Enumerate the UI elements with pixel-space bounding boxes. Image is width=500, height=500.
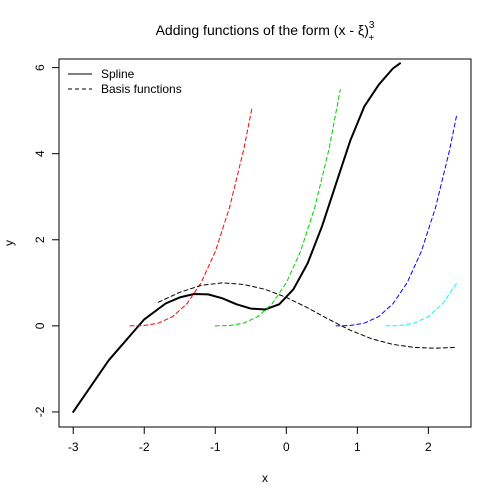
x-tick-label: 0: [283, 440, 290, 454]
y-tick-label: 0: [33, 322, 47, 329]
title-superscript: 3: [369, 20, 375, 31]
title-prefix: Adding functions of the form (x -: [156, 22, 358, 38]
x-axis: -3 -2 -1 0 1 2: [68, 427, 432, 454]
basis-function-line-2: [214, 89, 341, 327]
title-subscript: +: [368, 33, 374, 44]
x-tick-label: 1: [354, 440, 361, 454]
x-tick-label: 2: [425, 440, 432, 454]
title-close: ): [364, 22, 369, 38]
x-axis-label: x: [262, 471, 268, 485]
y-tick-label: 2: [33, 236, 47, 243]
chart-title: Adding functions of the form (x - ξ)3 +: [156, 20, 375, 44]
title-xi: ξ: [358, 22, 364, 38]
basis-function-line-1: [129, 106, 253, 327]
y-axis: -2 0 2 4 6: [33, 64, 59, 417]
x-tick-label: -1: [210, 440, 221, 454]
legend: Spline Basis functions: [68, 67, 182, 96]
basis-function-line-4: [385, 282, 458, 327]
basis-function-line-5: [157, 282, 458, 349]
legend-label-spline: Spline: [101, 67, 135, 81]
y-axis-label: y: [2, 240, 16, 246]
y-tick-label: 4: [33, 150, 47, 157]
basis-function-line-3: [335, 114, 458, 327]
spline-line: [72, 62, 401, 413]
x-tick-label: -2: [139, 440, 150, 454]
legend-label-basis: Basis functions: [101, 82, 182, 96]
plot-frame: [58, 58, 472, 428]
y-tick-label: -2: [33, 406, 47, 417]
y-tick-label: 6: [33, 64, 47, 71]
series-layer: [72, 62, 458, 413]
x-tick-label: -3: [68, 440, 79, 454]
